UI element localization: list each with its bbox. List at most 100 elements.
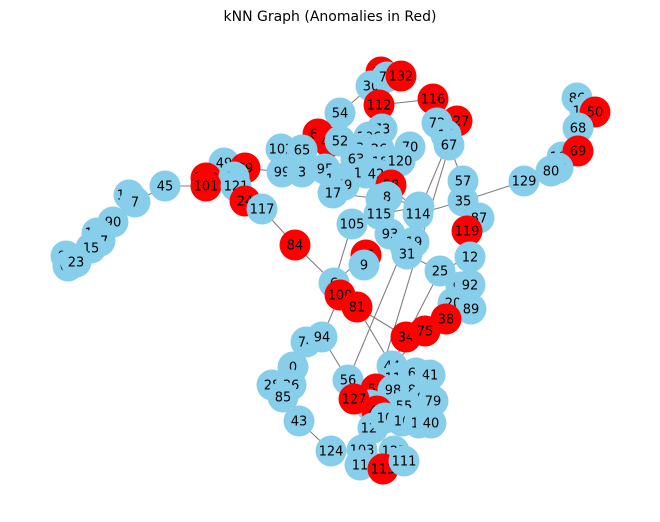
node-label: 23 <box>68 256 85 271</box>
anomaly-node-circle <box>385 60 417 92</box>
node-54: 54 <box>324 97 356 129</box>
node-label: 113 <box>371 463 396 478</box>
node-label: 45 <box>157 180 174 195</box>
node-label: 127 <box>342 393 367 408</box>
node-label: 80 <box>543 165 560 180</box>
node-label: 54 <box>332 107 349 122</box>
normal-node-circle <box>246 193 278 225</box>
node-label: 92 <box>462 279 479 294</box>
node-label: 101 <box>194 180 219 195</box>
normal-node-circle <box>415 407 447 439</box>
node-11: 11 <box>344 449 376 481</box>
node-label: 65 <box>294 144 311 159</box>
graph-title: kNN Graph (Anomalies in Red) <box>223 9 437 25</box>
node-label: 67 <box>441 139 458 154</box>
node-label: 105 <box>340 218 365 233</box>
normal-node-circle <box>402 198 434 230</box>
node-129: 129 <box>508 165 540 197</box>
node-label: 11 <box>352 459 369 474</box>
node-label: 50 <box>587 106 604 121</box>
node-68: 68 <box>562 112 594 144</box>
normal-node-circle <box>562 112 594 144</box>
node-80: 80 <box>535 155 567 187</box>
node-127low: 127 <box>338 383 370 415</box>
node-label: 25 <box>432 265 449 280</box>
node-85: 85 <box>267 381 299 413</box>
node-label: 132 <box>389 70 414 85</box>
node-94: 94 <box>306 321 338 353</box>
normal-node-circle <box>119 186 151 218</box>
node-label: 0 <box>289 361 297 376</box>
node-label: 129 <box>512 175 537 190</box>
node-31: 31 <box>391 238 423 270</box>
node-12: 12 <box>454 241 486 273</box>
node-25: 25 <box>424 255 456 287</box>
node-111: 111 <box>388 445 420 477</box>
node-label: 89 <box>463 303 480 318</box>
anomaly-node-circle <box>417 83 449 115</box>
normal-node-circle <box>306 321 338 353</box>
node-layer: 2730761321165411212772146773106664852372… <box>50 56 611 485</box>
normal-node-circle <box>267 381 299 413</box>
node-84: 84 <box>279 229 311 261</box>
node-101: 101 <box>190 170 222 202</box>
node-label: 43 <box>291 415 308 430</box>
node-label: 31 <box>399 248 416 263</box>
node-label: 111 <box>392 455 417 470</box>
normal-node-circle <box>391 238 423 270</box>
node-52: 52 <box>324 125 356 157</box>
normal-node-circle <box>455 293 487 325</box>
node-105: 105 <box>336 208 368 240</box>
node-89: 89 <box>455 293 487 325</box>
node-label: 94 <box>314 331 331 346</box>
normal-node-circle <box>388 445 420 477</box>
node-7: 7 <box>119 186 151 218</box>
node-label: 8 <box>383 191 391 206</box>
node-43: 43 <box>283 405 315 437</box>
node-label: 112 <box>367 99 392 114</box>
normal-node-circle <box>535 155 567 187</box>
node-label: 12 <box>462 251 479 266</box>
node-112: 112 <box>363 89 395 121</box>
node-label: 17 <box>325 187 342 202</box>
node-label: 40 <box>423 417 440 432</box>
normal-node-circle <box>454 241 486 273</box>
node-3: 3 <box>286 156 318 188</box>
node-45: 45 <box>149 170 181 202</box>
node-23: 23 <box>60 246 92 278</box>
node-label: 52 <box>332 135 349 150</box>
node-75: 75 <box>409 315 441 347</box>
node-label: 99 <box>274 166 291 181</box>
normal-node-circle <box>317 177 349 209</box>
normal-node-circle <box>286 134 318 166</box>
node-label: 68 <box>570 122 587 137</box>
node-114: 114 <box>402 198 434 230</box>
anomaly-node-circle <box>190 170 222 202</box>
node-label: 7 <box>131 196 139 211</box>
node-label: 120 <box>388 155 413 170</box>
anomaly-node-circle <box>279 229 311 261</box>
normal-node-circle <box>424 255 456 287</box>
normal-node-circle <box>433 129 465 161</box>
node-label: 79 <box>425 395 442 410</box>
normal-node-circle <box>384 145 416 177</box>
node-119: 119 <box>451 215 483 247</box>
node-81: 81 <box>341 291 373 323</box>
node-17: 17 <box>317 177 349 209</box>
node-67: 67 <box>433 129 465 161</box>
normal-node-circle <box>324 97 356 129</box>
node-label: 57 <box>455 175 472 190</box>
anomaly-node-circle <box>363 89 395 121</box>
node-label: 69 <box>570 145 587 160</box>
node-label: 9 <box>360 259 368 274</box>
node-label: 116 <box>421 93 446 108</box>
node-40: 40 <box>415 407 447 439</box>
node-label: 3 <box>298 166 306 181</box>
node-65: 65 <box>286 134 318 166</box>
node-117: 117 <box>246 193 278 225</box>
normal-node-circle <box>344 449 376 481</box>
node-label: 117 <box>250 203 275 218</box>
normal-node-circle <box>315 435 347 467</box>
node-9: 9 <box>348 249 380 281</box>
